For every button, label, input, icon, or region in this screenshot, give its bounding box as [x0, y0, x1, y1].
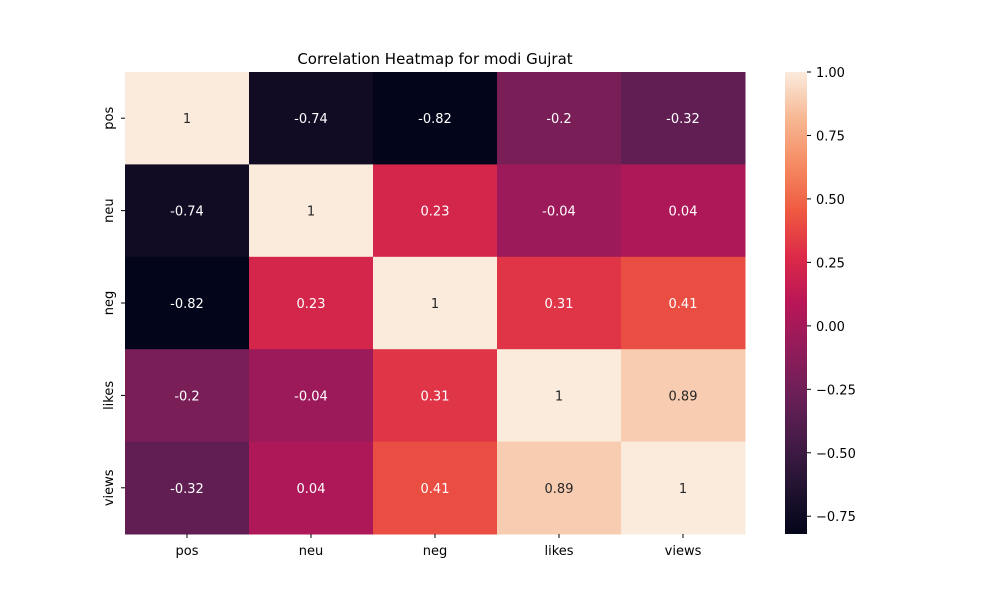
cell-value-label: 0.41: [669, 297, 698, 312]
heatmap-cell-likes-neu: [249, 349, 374, 443]
x-tick-label: views: [665, 544, 702, 559]
colorbar-tick-label: −0.25: [816, 383, 856, 398]
heatmap-cell-neg-likes: [497, 256, 622, 350]
colorbar-tick-label: 0.50: [816, 193, 845, 208]
heatmap-cell-likes-pos: [125, 349, 250, 443]
cell-value-label: 0.89: [669, 389, 698, 404]
heatmap-cell-neg-neg: [373, 256, 498, 350]
cell-value-label: -0.04: [294, 389, 328, 404]
cell-value-label: 1: [555, 389, 563, 404]
heatmap-cell-pos-views: [621, 72, 746, 165]
colorbar: [785, 72, 807, 534]
colorbar-gradient: [785, 72, 807, 534]
heatmap-cell-pos-pos: [125, 72, 250, 165]
cell-value-label: -0.74: [294, 112, 328, 127]
y-tick-label: likes: [102, 381, 117, 410]
heatmap-cells: 1 -0.74 -0.82 -0.2 -0.32 -0.74 1 0.23 -0.04 0.04 -…: [125, 72, 746, 535]
colorbar-tick-label: 0.00: [816, 320, 845, 335]
colorbar-tick-label: −0.50: [816, 447, 856, 462]
cell-value-label: -0.82: [170, 297, 204, 312]
x-tick-label: neg: [423, 544, 448, 559]
heatmap-cell-pos-neu: [249, 72, 374, 165]
x-tick-label: pos: [176, 544, 199, 559]
chart-title: Correlation Heatmap for modi Gujrat: [297, 50, 572, 68]
cell-value-label: -0.04: [542, 205, 576, 220]
heatmap-cell-neu-pos: [125, 164, 250, 258]
cell-value-label: 0.41: [421, 482, 450, 497]
cell-value-label: -0.32: [666, 112, 700, 127]
heatmap-cell-neu-neg: [373, 164, 498, 258]
cell-value-label: 0.04: [669, 205, 698, 220]
cell-value-label: 1: [307, 205, 315, 220]
cell-value-label: 0.23: [421, 205, 450, 220]
y-tick-label: neu: [102, 198, 117, 222]
cell-value-label: 0.04: [297, 482, 326, 497]
heatmap-cell-views-pos: [125, 441, 250, 535]
heatmap-cell-pos-likes: [497, 72, 622, 165]
cell-value-label: 0.23: [297, 297, 326, 312]
colorbar-ticks: 1.00 0.75 0.50 0.25 0.00 −0.25 −0.50 −0.75: [807, 66, 856, 525]
heatmap-cell-likes-likes: [497, 349, 622, 443]
x-tick-label: neu: [299, 544, 323, 559]
heatmap-cell-likes-neg: [373, 349, 498, 443]
heatmap-cell-views-likes: [497, 441, 622, 535]
colorbar-tick-label: 0.25: [816, 256, 845, 271]
heatmap-cell-neg-views: [621, 256, 746, 350]
y-axis-ticks: pos neu neg likes views: [102, 106, 125, 506]
cell-value-label: -0.82: [418, 112, 452, 127]
cell-value-label: -0.2: [546, 112, 571, 127]
cell-value-label: 0.31: [545, 297, 574, 312]
heatmap-cell-neu-views: [621, 164, 746, 258]
x-tick-label: likes: [544, 544, 573, 559]
heatmap-cell-neu-likes: [497, 164, 622, 258]
heatmap-cell-views-neu: [249, 441, 374, 535]
heatmap-cell-likes-views: [621, 349, 746, 443]
y-tick-label: pos: [102, 106, 117, 129]
colorbar-tick-label: 1.00: [816, 66, 845, 81]
cell-value-label: -0.32: [170, 482, 204, 497]
cell-value-label: 0.31: [421, 389, 450, 404]
heatmap-cell-pos-neg: [373, 72, 498, 165]
colorbar-tick-label: 0.75: [816, 129, 845, 144]
colorbar-tick-label: −0.75: [816, 510, 856, 525]
y-tick-label: views: [102, 469, 117, 506]
x-axis-ticks: pos neu neg likes views: [176, 534, 702, 559]
heatmap-cell-neu-neu: [249, 164, 374, 258]
y-tick-label: neg: [102, 291, 117, 316]
cell-value-label: -0.2: [174, 389, 199, 404]
heatmap-cell-views-neg: [373, 441, 498, 535]
cell-value-label: 1: [679, 482, 687, 497]
cell-value-label: 0.89: [545, 482, 574, 497]
heatmap-cell-views-views: [621, 441, 746, 535]
cell-value-label: 1: [431, 297, 439, 312]
cell-value-label: -0.74: [170, 205, 204, 220]
heatmap-cell-neg-neu: [249, 256, 374, 350]
heatmap-cell-neg-pos: [125, 256, 250, 350]
cell-value-label: 1: [183, 112, 191, 127]
